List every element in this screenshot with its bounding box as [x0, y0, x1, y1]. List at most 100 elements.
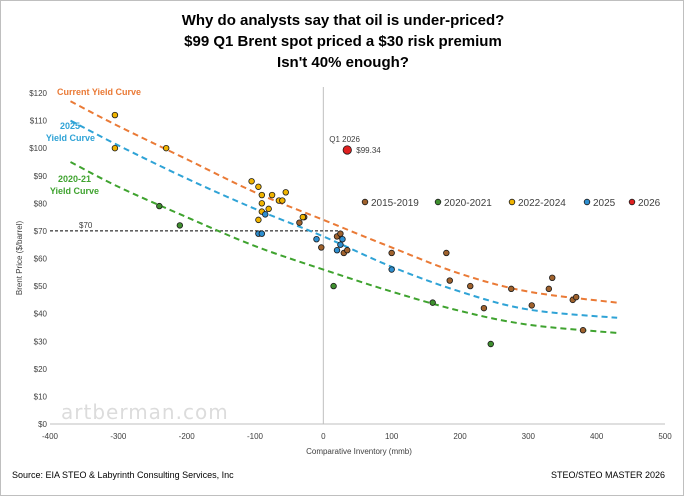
legend-label-2015-2019: 2015-2019 [371, 198, 419, 209]
data-point-2022-2024 [299, 213, 307, 221]
title-line-1: Why do analysts say that oil is under-pr… [182, 12, 505, 29]
data-point-2022-2024 [258, 200, 266, 207]
data-point-2025 [258, 230, 266, 237]
y-tick-label: $120 [29, 89, 47, 98]
data-point-2025 [337, 241, 344, 248]
title-line-3: Isn't 40% enough? [277, 54, 409, 71]
data-point-2022-2024 [279, 197, 286, 204]
y-tick-label: $70 [34, 227, 48, 236]
data-point-2020-2021 [330, 282, 337, 290]
footer-right: STEO/STEO MASTER 2026 [551, 470, 665, 480]
curve-label-2020-21-line1: 2020-21 [58, 174, 91, 184]
curve-label-current: Current Yield Curve [57, 87, 141, 97]
data-point-2015-2019 [579, 327, 587, 334]
y-axis-label: Brent Price ($/barrel) [15, 221, 24, 296]
data-point-2020-2021 [429, 299, 436, 306]
legend-marker-2015-2019 [361, 198, 369, 206]
y-tick-label: $0 [38, 420, 47, 429]
data-point-2022-2024 [248, 178, 255, 185]
source-note: Source: EIA STEO & Labyrinth Consulting … [12, 470, 234, 480]
data-point-2015-2019 [549, 274, 556, 282]
curve-2020-21 [70, 161, 618, 334]
curve-2025 [70, 119, 618, 319]
y-tick-label: $10 [34, 392, 48, 401]
annotation-price: $99.34 [356, 146, 381, 155]
data-point-2020-2021 [487, 340, 494, 348]
data-point-2015-2019 [344, 247, 351, 254]
curve-label-2025-line2: Yield Curve [46, 133, 95, 143]
y-tick-label: $90 [34, 172, 48, 181]
data-point-2015-2019 [545, 285, 553, 293]
data-point-2015-2019 [480, 304, 488, 312]
data-point-2022-2024 [265, 205, 272, 213]
data-point-2022-2024 [162, 144, 170, 152]
data-point-2020-2021 [176, 222, 184, 229]
y-tick-label: $60 [34, 255, 48, 264]
legend-label-2026: 2026 [638, 198, 661, 209]
x-tick-label: -400 [42, 432, 59, 441]
legend-marker-2025 [583, 198, 591, 206]
title-line-2: $99 Q1 Brent spot priced a $30 risk prem… [184, 33, 502, 50]
data-point-2025 [339, 235, 346, 243]
reference-line-label: $70 [79, 221, 93, 230]
data-point-2025 [333, 247, 341, 254]
x-tick-label: -300 [110, 432, 127, 441]
data-point-2022-2024 [255, 183, 262, 190]
data-point-2022-2024 [268, 191, 276, 199]
curve-label-2020-21-line2: Yield Curve [50, 186, 99, 196]
data-point-2015-2019 [508, 285, 515, 293]
y-tick-label: $30 [34, 337, 48, 346]
data-point-2020-2021 [156, 202, 163, 210]
legend-label-2020-2021: 2020-2021 [444, 198, 492, 209]
data-point-2022-2024 [111, 144, 119, 152]
data-point-2026 [342, 145, 352, 155]
data-point-2022-2024 [282, 189, 289, 196]
x-axis-label: Comparative Inventory (mmb) [306, 447, 412, 456]
y-tick-label: $20 [34, 365, 48, 374]
curve-label-2020-21: 2020-21 Yield Curve [50, 174, 99, 196]
title: Why do analysts say that oil is under-pr… [182, 12, 505, 71]
curve-label-2025: 2025 Yield Curve [46, 121, 95, 143]
plot-area: $0 $10 $20 $30 $40 $50 $60 $70 $80 $90 $100 $110 $12… [29, 87, 672, 441]
curve-current [70, 100, 618, 304]
legend: 2015-2019 2020-2021 2022-2024 2025 2026 [361, 198, 661, 209]
legend-marker-2020-2021 [434, 198, 442, 206]
data-point-2022-2024 [255, 216, 262, 224]
data-point-2025 [388, 266, 395, 273]
legend-marker-2026 [628, 198, 636, 206]
y-tick-label: $110 [30, 117, 48, 126]
data-point-2015-2019 [296, 219, 303, 226]
legend-marker-2022-2024 [508, 198, 516, 206]
annotation-q1-2026: Q1 2026 [329, 135, 360, 144]
data-point-2015-2019 [467, 282, 474, 290]
data-point-2025 [262, 211, 269, 218]
x-tick-label: 200 [453, 432, 467, 441]
y-tick-label: $50 [34, 282, 48, 291]
data-point-2015-2019 [443, 249, 450, 257]
data-point-2015-2019 [572, 293, 580, 301]
data-point-2022-2024 [111, 111, 119, 119]
x-tick-label: -100 [247, 432, 264, 441]
data-point-2015-2019 [318, 244, 325, 251]
y-tick-label: $40 [34, 310, 48, 319]
y-tick-label: $80 [34, 199, 48, 208]
x-tick-label: 400 [590, 432, 604, 441]
data-point-2025 [313, 235, 320, 243]
data-point-2015-2019 [528, 302, 535, 309]
data-point-2015-2019 [337, 230, 344, 237]
y-tick-label: $100 [29, 144, 47, 153]
x-tick-label: 500 [658, 432, 672, 441]
x-tick-label: 300 [522, 432, 536, 441]
legend-label-2025: 2025 [593, 198, 616, 209]
data-point-2015-2019 [446, 277, 453, 284]
x-tick-label: 0 [321, 432, 326, 441]
x-tick-label: 100 [385, 432, 399, 441]
watermark: artberman.com [61, 400, 229, 424]
data-point-2022-2024 [258, 191, 266, 199]
legend-label-2022-2024: 2022-2024 [518, 198, 566, 209]
data-point-2015-2019 [388, 249, 395, 257]
x-tick-label: -200 [179, 432, 196, 441]
curve-label-2025-line1: 2025 [60, 121, 80, 131]
